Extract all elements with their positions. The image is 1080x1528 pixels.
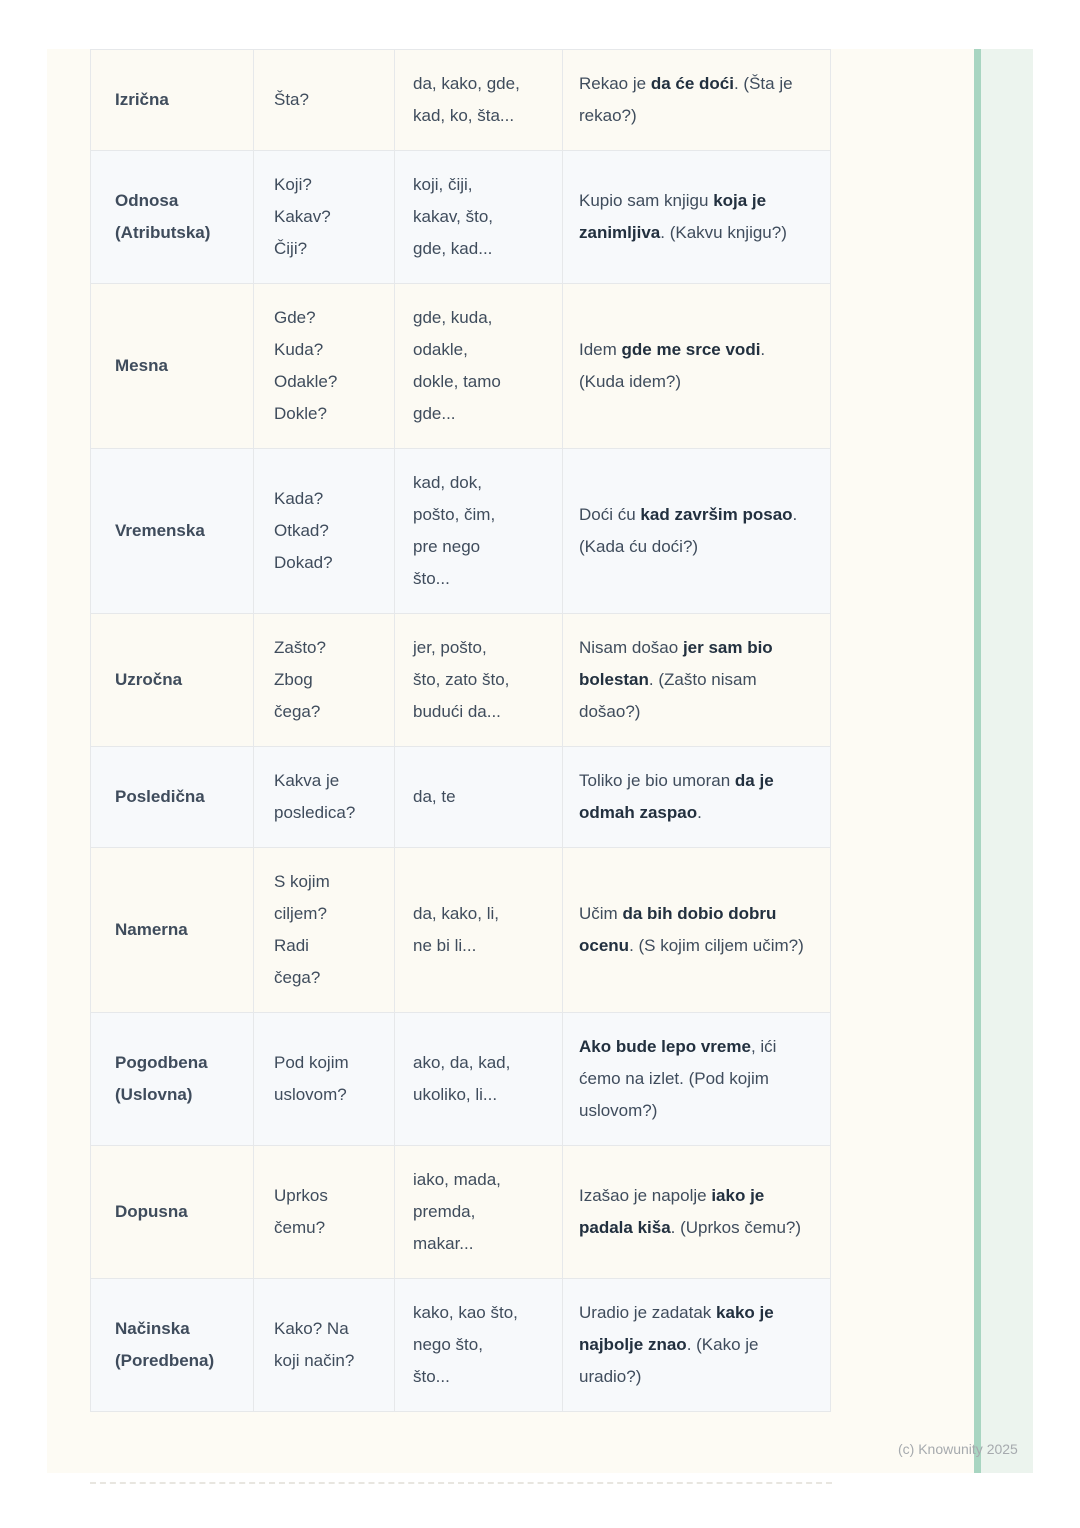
table-row: Izrična Šta? da, kako, gde, kad, ko, šta..… [90,49,831,151]
accent-stripe-line [974,49,981,1473]
clause-type-cell: Izrična [90,49,254,151]
clause-type-cell: Dopusna [90,1145,254,1279]
example-cell: Učim da bih dobio dobru ocenu. (S kojim … [562,847,831,1013]
clause-type-cell: Namerna [90,847,254,1013]
question-cell: Gde? Kuda? Odakle? Dokle? [253,283,395,449]
clause-type-cell: Načinska (Poredbena) [90,1278,254,1412]
clause-type-cell: Mesna [90,283,254,449]
question-cell: Zašto? Zbog čega? [253,613,395,747]
conjunctions-cell: jer, pošto, što, zato što, budući da... [394,613,563,747]
table-row: Namerna S kojim ciljem? Radi čega? da, kak… [90,847,831,1013]
table-row: Mesna Gde? Kuda? Odakle? Dokle? gde, kuda,… [90,283,831,449]
table-row: Načinska (Poredbena) Kako? Na koji način?… [90,1278,831,1412]
conjunctions-cell: da, kako, li, ne bi li... [394,847,563,1013]
example-cell: Izašao je napolje iako je padala kiša. (… [562,1145,831,1279]
conjunctions-cell: ako, da, kad, ukoliko, li... [394,1012,563,1146]
table-row: Uzročna Zašto? Zbog čega? jer, pošto, što,… [90,613,831,747]
question-cell: Šta? [253,49,395,151]
page-bottom-divider [90,1482,832,1484]
question-cell: Kada? Otkad? Dokad? [253,448,395,614]
question-cell: Pod kojim uslovom? [253,1012,395,1146]
example-cell: Rekao je da će doći. (Šta je rekao?) [562,49,831,151]
table-row: Vremenska Kada? Otkad? Dokad? kad, dok, po… [90,448,831,614]
conjunctions-cell: kako, kao što, nego što, što... [394,1278,563,1412]
accent-stripe-panel [981,49,1033,1473]
conjunctions-cell: iako, mada, premda, makar... [394,1145,563,1279]
copyright-notice: (c) Knowunity 2025 [898,1441,1018,1457]
clause-type-cell: Vremenska [90,448,254,614]
clause-types-table: Izrična Šta? da, kako, gde, kad, ko, šta..… [90,49,831,1412]
conjunctions-cell: kad, dok, pošto, čim, pre nego što... [394,448,563,614]
example-cell: Uradio je zadatak kako je najbolje znao.… [562,1278,831,1412]
conjunctions-cell: koji, čiji, kakav, što, gde, kad... [394,150,563,284]
conjunctions-cell: da, te [394,746,563,848]
example-cell: Ako bude lepo vreme, ići ćemo na izlet. … [562,1012,831,1146]
question-cell: Koji? Kakav? Čiji? [253,150,395,284]
example-cell: Toliko je bio umoran da je odmah zaspao. [562,746,831,848]
clause-table-body: Izrična Šta? da, kako, gde, kad, ko, šta..… [90,49,831,1412]
question-cell: Kakva je posledica? [253,746,395,848]
question-cell: Kako? Na koji način? [253,1278,395,1412]
clause-type-cell: Odnosa (Atributska) [90,150,254,284]
example-cell: Doći ću kad završim posao. (Kada ću doći… [562,448,831,614]
question-cell: S kojim ciljem? Radi čega? [253,847,395,1013]
clause-type-cell: Pogodbena (Uslovna) [90,1012,254,1146]
conjunctions-cell: da, kako, gde, kad, ko, šta... [394,49,563,151]
question-cell: Uprkos čemu? [253,1145,395,1279]
table-row: Odnosa (Atributska) Koji? Kakav? Čiji? koj… [90,150,831,284]
clause-type-cell: Uzročna [90,613,254,747]
example-cell: Idem gde me srce vodi. (Kuda idem?) [562,283,831,449]
conjunctions-cell: gde, kuda, odakle, dokle, tamo gde... [394,283,563,449]
table-row: Posledična Kakva je posledica? da, te Tolik… [90,746,831,848]
table-row: Pogodbena (Uslovna) Pod kojim uslovom? ako… [90,1012,831,1146]
table-row: Dopusna Uprkos čemu? iako, mada, premda, m… [90,1145,831,1279]
example-cell: Nisam došao jer sam bio bolestan. (Zašto… [562,613,831,747]
example-cell: Kupio sam knjigu koja je zanimljiva. (Ka… [562,150,831,284]
clause-type-cell: Posledična [90,746,254,848]
